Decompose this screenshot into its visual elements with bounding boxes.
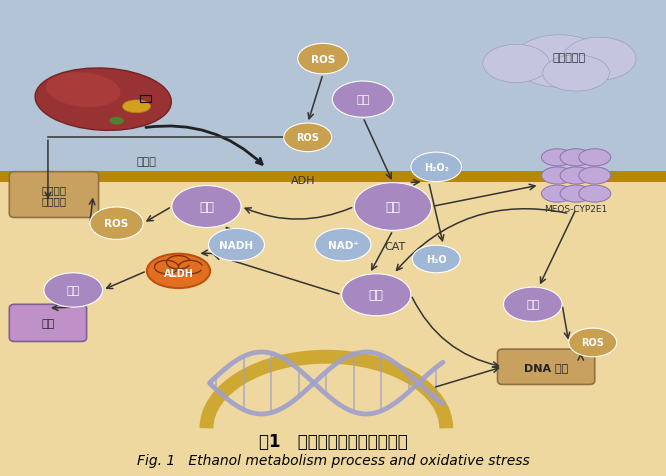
Ellipse shape — [35, 69, 171, 131]
Ellipse shape — [560, 168, 592, 185]
Text: ROS: ROS — [581, 338, 604, 347]
Text: NAD⁺: NAD⁺ — [328, 240, 358, 250]
Bar — [0, 0, 666, 174]
Ellipse shape — [109, 118, 124, 125]
Text: CAT: CAT — [384, 241, 406, 251]
Ellipse shape — [412, 246, 460, 273]
Ellipse shape — [483, 45, 549, 83]
Ellipse shape — [560, 149, 592, 167]
Text: 乙醛: 乙醛 — [199, 200, 214, 214]
Ellipse shape — [579, 149, 611, 167]
Text: DNA 损伤: DNA 损伤 — [524, 362, 568, 372]
Ellipse shape — [503, 288, 562, 322]
Ellipse shape — [46, 73, 121, 108]
Ellipse shape — [569, 328, 617, 357]
Text: Fig. 1   Ethanol metabolism process and oxidative stress: Fig. 1 Ethanol metabolism process and ox… — [137, 453, 529, 467]
Ellipse shape — [332, 82, 394, 118]
Ellipse shape — [315, 229, 371, 261]
Ellipse shape — [411, 153, 462, 182]
Ellipse shape — [284, 124, 332, 152]
Ellipse shape — [541, 168, 573, 185]
Text: 循环: 循环 — [41, 318, 55, 328]
Ellipse shape — [560, 186, 592, 203]
Text: 乙醇: 乙醇 — [356, 95, 370, 105]
Text: 氧化应激
脂肪变性: 氧化应激 脂肪变性 — [41, 184, 67, 206]
Ellipse shape — [44, 273, 103, 307]
Ellipse shape — [123, 101, 151, 114]
Text: ROS: ROS — [296, 133, 319, 143]
Ellipse shape — [354, 183, 432, 231]
Text: NADH: NADH — [219, 240, 254, 250]
Ellipse shape — [208, 229, 264, 261]
Ellipse shape — [513, 36, 606, 88]
Ellipse shape — [579, 168, 611, 185]
Ellipse shape — [172, 186, 241, 228]
Text: 肝细胞: 肝细胞 — [137, 157, 157, 167]
Ellipse shape — [541, 149, 573, 167]
Ellipse shape — [543, 56, 609, 92]
Text: 乙醇: 乙醇 — [386, 200, 400, 214]
Ellipse shape — [342, 274, 411, 316]
Text: ALDH: ALDH — [164, 269, 193, 278]
Bar — [0, 174, 666, 476]
Text: 乙醛: 乙醛 — [526, 300, 539, 309]
FancyBboxPatch shape — [9, 172, 99, 218]
Text: ROS: ROS — [105, 219, 129, 228]
Text: 图1   乙醇代谢过程和氧化应激: 图1 乙醇代谢过程和氧化应激 — [258, 432, 408, 450]
Bar — [140, 96, 151, 102]
FancyBboxPatch shape — [9, 305, 87, 342]
Text: H₂O: H₂O — [426, 255, 446, 264]
Text: 库普弗细胞: 库普弗细胞 — [553, 53, 586, 63]
Text: 乙酸: 乙酸 — [67, 286, 80, 295]
Text: H₂O₂: H₂O₂ — [424, 163, 449, 172]
Ellipse shape — [147, 254, 210, 288]
Text: 乙醛: 乙醛 — [369, 288, 384, 302]
Ellipse shape — [563, 38, 636, 81]
Text: ROS: ROS — [311, 55, 335, 64]
Ellipse shape — [579, 186, 611, 203]
Ellipse shape — [298, 44, 348, 75]
FancyBboxPatch shape — [498, 349, 595, 385]
Text: MEOS-CYP2E1: MEOS-CYP2E1 — [545, 205, 607, 214]
Ellipse shape — [90, 208, 143, 240]
Ellipse shape — [541, 186, 573, 203]
Bar — [0, 172, 666, 182]
Text: ADH: ADH — [291, 176, 315, 186]
